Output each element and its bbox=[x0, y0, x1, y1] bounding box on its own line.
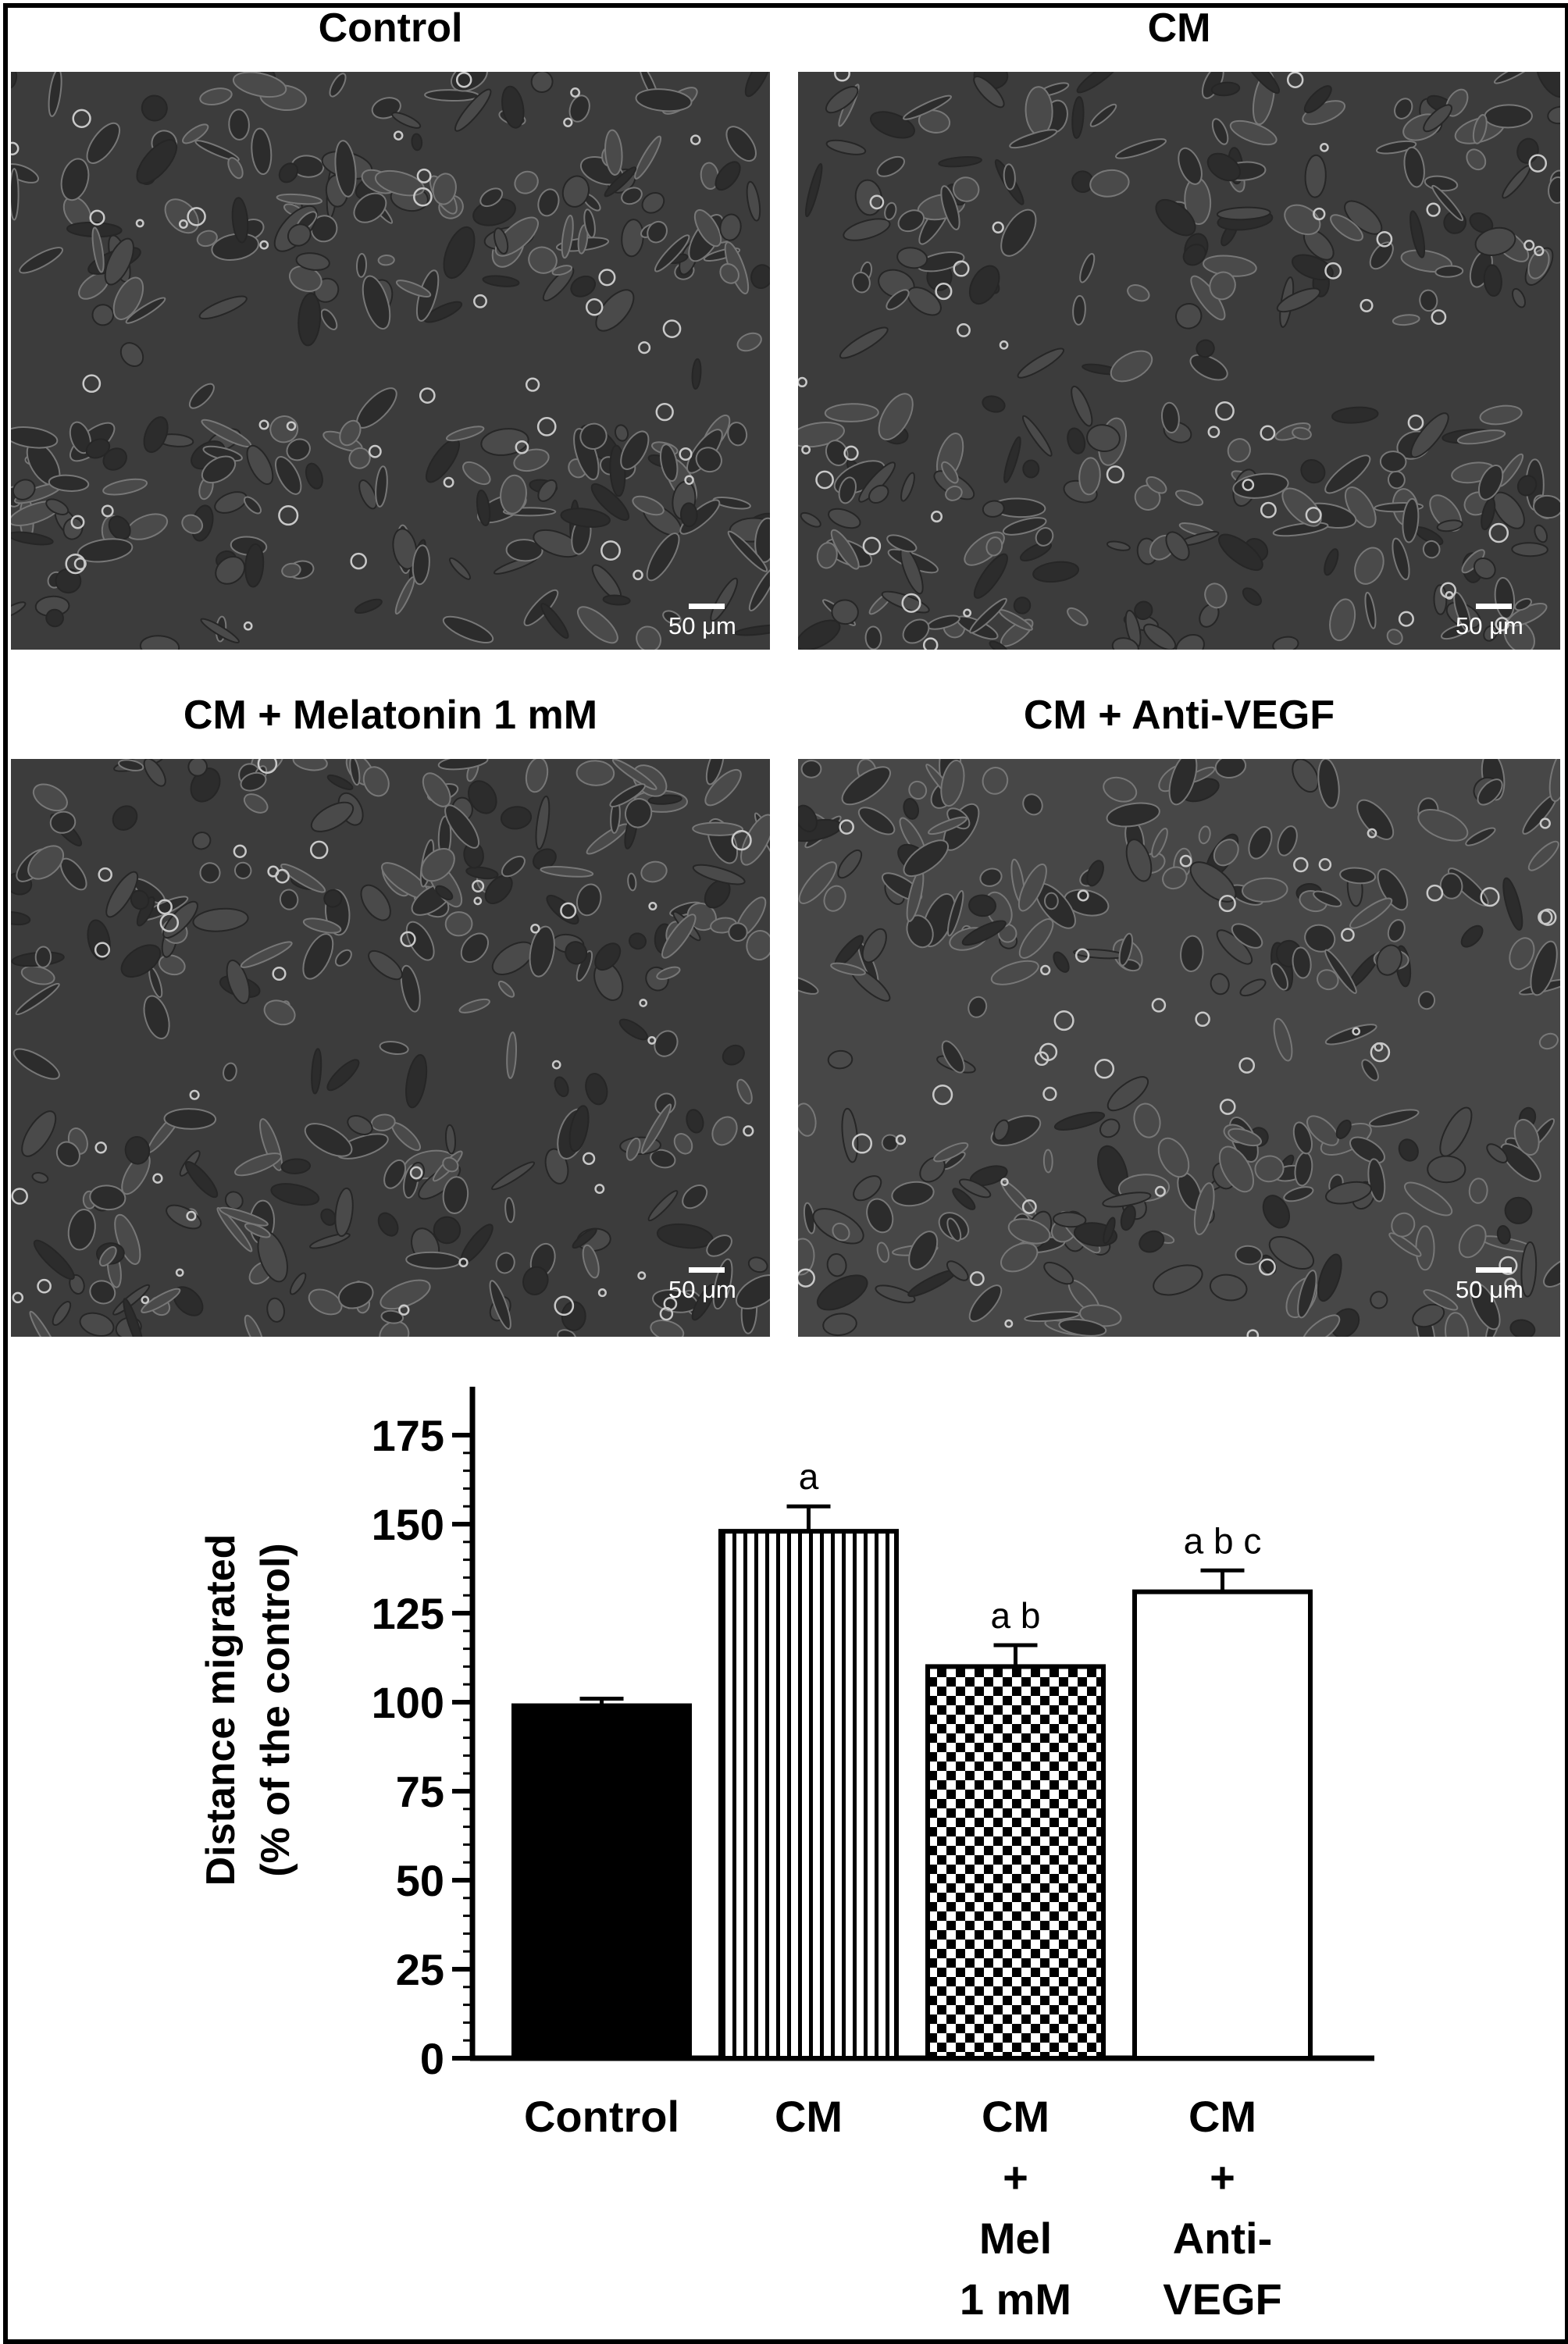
bar bbox=[925, 1664, 1106, 2061]
scale-label: 50 μm bbox=[1456, 1276, 1523, 1303]
panel-title-cm-melatonin: CM + Melatonin 1 mM bbox=[183, 693, 598, 738]
x-category-label: + bbox=[1003, 2153, 1028, 2202]
y-tick-label: 0 bbox=[420, 2034, 444, 2083]
y-tick-label: 175 bbox=[372, 1411, 444, 1460]
y-tick-label: 25 bbox=[396, 1945, 444, 1994]
x-category-label: CM bbox=[982, 2092, 1049, 2141]
y-tick-label: 150 bbox=[372, 1500, 444, 1549]
scale-label: 50 μm bbox=[668, 1276, 736, 1303]
x-category-label: 1 mM bbox=[960, 2275, 1071, 2324]
y-tick-label: 125 bbox=[372, 1589, 444, 1638]
bar bbox=[511, 1703, 692, 2061]
y-tick-label: 50 bbox=[396, 1856, 444, 1905]
significance-label: a b bbox=[991, 1595, 1041, 1636]
scale-bar bbox=[689, 604, 725, 609]
x-category-label: VEGF bbox=[1163, 2275, 1281, 2324]
micrograph-cm: 50 μm bbox=[798, 72, 1560, 650]
significance-label: a b c bbox=[1184, 1520, 1262, 1561]
cell-texture bbox=[11, 759, 770, 1337]
micrograph-cm-melatonin: 50 μm bbox=[11, 759, 770, 1337]
x-category-label: Control bbox=[524, 2092, 679, 2141]
x-category-label: CM bbox=[775, 2092, 843, 2141]
bar bbox=[1132, 1589, 1313, 2061]
bar bbox=[718, 1529, 899, 2061]
y-tick-label: 100 bbox=[372, 1678, 444, 1727]
y-tick-label: 75 bbox=[396, 1767, 444, 1816]
x-category-label: + bbox=[1210, 2153, 1235, 2202]
panel-title-cm: CM bbox=[1147, 5, 1211, 51]
cell-texture bbox=[798, 759, 1560, 1337]
micrograph-cm-anti-vegf: 50 μm bbox=[798, 759, 1560, 1337]
micrograph-control: 50 μm bbox=[11, 72, 770, 650]
scale-bar bbox=[1476, 1267, 1512, 1273]
panel-title-cm-anti-vegf: CM + Anti-VEGF bbox=[1023, 693, 1335, 738]
chart-labels: Control a CM a b CM + Mel 1 mM a b c CM + Anti- VEGF bbox=[524, 1456, 1282, 2324]
chart-bars bbox=[511, 1504, 1313, 2061]
scale-label: 50 μm bbox=[668, 612, 736, 639]
y-axis-label: Distance migrated bbox=[198, 1534, 244, 1886]
y-axis-label-units: (% of the control) bbox=[253, 1543, 298, 1877]
x-category-label: Anti- bbox=[1173, 2214, 1273, 2263]
x-category-label: CM bbox=[1188, 2092, 1256, 2141]
scale-label: 50 μm bbox=[1456, 612, 1523, 639]
cell-texture bbox=[11, 72, 770, 650]
x-category-label: Mel bbox=[979, 2214, 1052, 2263]
scale-bar bbox=[689, 1267, 725, 1273]
cell-texture bbox=[798, 72, 1560, 650]
panel-title-control: Control bbox=[318, 5, 463, 51]
significance-label: a bbox=[799, 1456, 819, 1497]
scale-bar bbox=[1476, 604, 1512, 609]
